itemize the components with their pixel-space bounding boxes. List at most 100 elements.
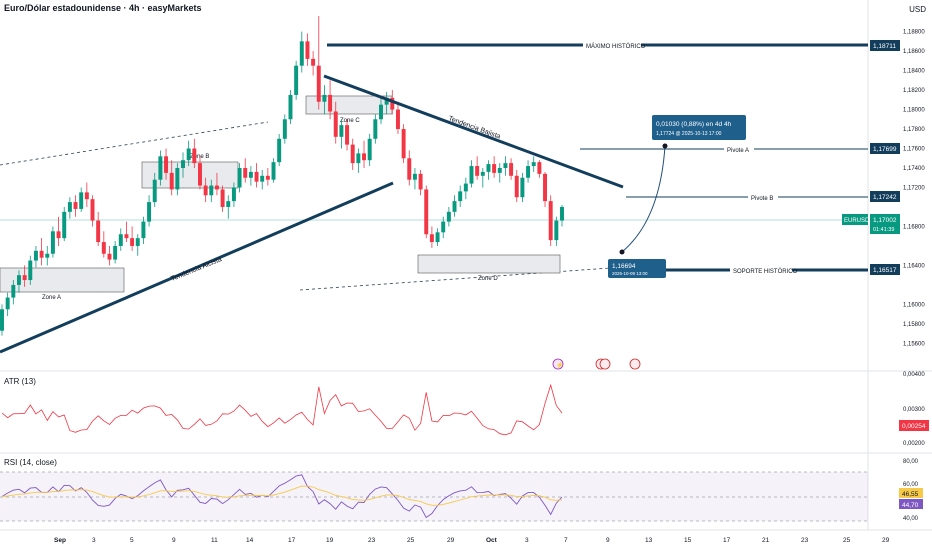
candle-body[interactable] xyxy=(79,192,84,209)
candle-body[interactable] xyxy=(305,41,310,59)
candle-body[interactable] xyxy=(328,94,333,112)
us-flag-icon-2[interactable] xyxy=(599,358,611,370)
candle-body[interactable] xyxy=(311,58,316,66)
candle-body[interactable] xyxy=(39,250,44,258)
candle-body[interactable] xyxy=(486,164,491,172)
candle-body[interactable] xyxy=(118,234,123,246)
candle-body[interactable] xyxy=(345,125,350,145)
candle-body[interactable] xyxy=(101,242,106,254)
candle-body[interactable] xyxy=(282,119,287,139)
candle-body[interactable] xyxy=(265,175,270,180)
candle-body[interactable] xyxy=(384,97,389,105)
candle-body[interactable] xyxy=(333,111,338,137)
candle-body[interactable] xyxy=(407,158,412,180)
candle-body[interactable] xyxy=(231,187,236,202)
candle-body[interactable] xyxy=(554,220,559,241)
candle-body[interactable] xyxy=(531,162,536,167)
candle-body[interactable] xyxy=(548,201,553,241)
candle-body[interactable] xyxy=(56,231,61,239)
candle-body[interactable] xyxy=(5,297,10,310)
candle-body[interactable] xyxy=(175,168,180,190)
uptrend-line[interactable] xyxy=(0,181,394,354)
candle-body[interactable] xyxy=(220,189,225,207)
candle-body[interactable] xyxy=(90,199,95,221)
lightning-icon[interactable] xyxy=(552,358,564,370)
candle-body[interactable] xyxy=(237,168,242,188)
candle-body[interactable] xyxy=(350,144,355,164)
candle-body[interactable] xyxy=(395,109,400,130)
candle-body[interactable] xyxy=(243,168,248,178)
candle-body[interactable] xyxy=(390,97,395,110)
candle-body[interactable] xyxy=(458,191,463,202)
candle-body[interactable] xyxy=(11,284,16,298)
candle-body[interactable] xyxy=(526,166,531,178)
candle-body[interactable] xyxy=(130,238,135,246)
candle-body[interactable] xyxy=(424,189,429,235)
candle-body[interactable] xyxy=(277,138,282,163)
currency-label[interactable]: USD xyxy=(909,5,926,14)
candle-body[interactable] xyxy=(362,153,366,161)
measurement-tool[interactable]: 0,01030 (0,88%) en 4d 4h 1,17724 @ 2025-… xyxy=(608,115,746,278)
candle-body[interactable] xyxy=(503,163,508,168)
candle-body[interactable] xyxy=(192,148,197,164)
candle-body[interactable] xyxy=(401,129,406,159)
candle-body[interactable] xyxy=(248,171,253,178)
downtrend-line[interactable] xyxy=(323,74,624,189)
candle-body[interactable] xyxy=(475,166,480,176)
candle-body[interactable] xyxy=(147,202,152,222)
candle-body[interactable] xyxy=(480,171,485,176)
candle-body[interactable] xyxy=(509,163,514,176)
candle-body[interactable] xyxy=(560,206,564,221)
candle-body[interactable] xyxy=(492,164,497,173)
candle-body[interactable] xyxy=(181,160,185,168)
candle-body[interactable] xyxy=(418,173,423,190)
candle-body[interactable] xyxy=(169,172,174,190)
candle-body[interactable] xyxy=(367,138,372,161)
candle-body[interactable] xyxy=(299,41,304,66)
candle-body[interactable] xyxy=(271,162,276,180)
candle-body[interactable] xyxy=(294,65,299,95)
candle-body[interactable] xyxy=(412,173,417,180)
candle-body[interactable] xyxy=(16,275,21,285)
candle-body[interactable] xyxy=(186,148,191,161)
zone-d-box[interactable] xyxy=(417,254,561,274)
candle-body[interactable] xyxy=(537,162,542,174)
candle-body[interactable] xyxy=(520,177,525,198)
candle-body[interactable] xyxy=(198,163,202,186)
candle-body[interactable] xyxy=(96,220,101,243)
candle-body[interactable] xyxy=(113,245,118,260)
candle-body[interactable] xyxy=(45,253,50,258)
candle-body[interactable] xyxy=(214,185,219,190)
candle-body[interactable] xyxy=(226,201,231,207)
candle-body[interactable] xyxy=(141,221,146,239)
candle-body[interactable] xyxy=(441,221,446,233)
candle-body[interactable] xyxy=(316,65,321,102)
candle-body[interactable] xyxy=(22,275,27,281)
zone-b-box[interactable] xyxy=(141,161,239,189)
candle-body[interactable] xyxy=(135,238,140,246)
candle-body[interactable] xyxy=(50,231,55,254)
candle-body[interactable] xyxy=(463,183,468,192)
candle-body[interactable] xyxy=(33,250,38,261)
candle-body[interactable] xyxy=(379,104,383,120)
candle-body[interactable] xyxy=(73,202,78,209)
candle-body[interactable] xyxy=(84,192,89,200)
candle-body[interactable] xyxy=(339,125,344,137)
candle-body[interactable] xyxy=(62,211,67,239)
candle-body[interactable] xyxy=(356,153,361,164)
candle-body[interactable] xyxy=(0,309,4,331)
candle-body[interactable] xyxy=(322,94,327,102)
candle-body[interactable] xyxy=(28,260,33,281)
candle-body[interactable] xyxy=(446,211,451,222)
candle-body[interactable] xyxy=(469,166,474,184)
candle-body[interactable] xyxy=(288,94,293,120)
candle-body[interactable] xyxy=(158,156,163,180)
candle-body[interactable] xyxy=(203,185,208,196)
candle-body[interactable] xyxy=(254,171,259,182)
candle-body[interactable] xyxy=(543,173,548,202)
candle-body[interactable] xyxy=(164,156,169,173)
candle-body[interactable] xyxy=(514,175,519,198)
candle-body[interactable] xyxy=(124,234,129,239)
candle-body[interactable] xyxy=(429,234,434,243)
us-flag-icon-3[interactable] xyxy=(629,358,641,370)
